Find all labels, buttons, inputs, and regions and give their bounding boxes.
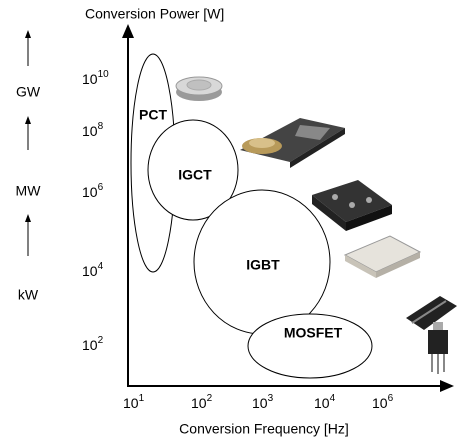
x-axis-title: Conversion Frequency [Hz] [179,421,349,437]
tick-base: 10 [191,395,207,411]
tick-exponent: 4 [98,261,104,272]
y-tick-label: 108 [82,121,104,139]
page: {"y_axis_title": "Conversion Power [W]",… [0,0,457,443]
unit-label: kW [18,287,39,303]
tick-base: 10 [123,395,139,411]
tick-exponent: 6 [98,182,104,193]
x-tick-label: 103 [252,393,274,411]
tick-exponent: 6 [388,393,394,404]
tick-exponent: 4 [330,393,336,404]
mosfet-region [248,314,372,378]
tick-base: 10 [314,395,330,411]
tick-exponent: 8 [98,121,104,132]
tick-base: 10 [82,71,98,87]
tick-exponent: 10 [98,69,110,80]
unit-label: MW [16,183,42,199]
x-tick-label: 106 [372,393,394,411]
x-tick-label: 102 [191,393,213,411]
tick-base: 10 [82,337,98,353]
device-label: PCT [139,107,167,123]
tick-base: 10 [252,395,268,411]
tick-base: 10 [82,263,98,279]
x-tick-label: 104 [314,393,336,411]
pct-picture [176,77,222,101]
y-tick-label: 102 [82,335,104,353]
y-axis-arrow [122,24,134,38]
tick-exponent: 2 [207,393,213,404]
x-tick-label: 101 [123,393,145,411]
device-label: IGCT [178,167,212,183]
device-label: IGBT [246,257,280,273]
tick-exponent: 2 [98,335,104,346]
igbt-picture [312,180,392,231]
y-tick-label: 106 [82,182,104,200]
module-picture [345,236,420,278]
device-label: MOSFET [284,325,343,341]
x-axis-arrow [440,380,454,392]
igct-picture [240,118,345,168]
unit-label: GW [16,84,41,100]
tick-base: 10 [82,123,98,139]
tick-exponent: 1 [139,393,145,404]
tick-base: 10 [372,395,388,411]
y-axis-title: Conversion Power [W] [85,6,224,22]
y-tick-label: 104 [82,261,104,279]
tick-exponent: 3 [268,393,274,404]
mosfet-picture [406,296,457,374]
y-tick-label: 1010 [82,69,109,87]
diagram: Conversion Power [W] Conversion Frequenc… [0,0,457,443]
tick-base: 10 [82,184,98,200]
